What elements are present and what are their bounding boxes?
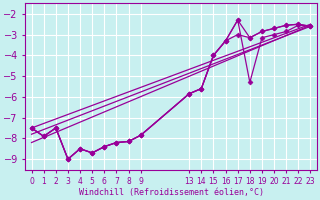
- X-axis label: Windchill (Refroidissement éolien,°C): Windchill (Refroidissement éolien,°C): [78, 188, 263, 197]
